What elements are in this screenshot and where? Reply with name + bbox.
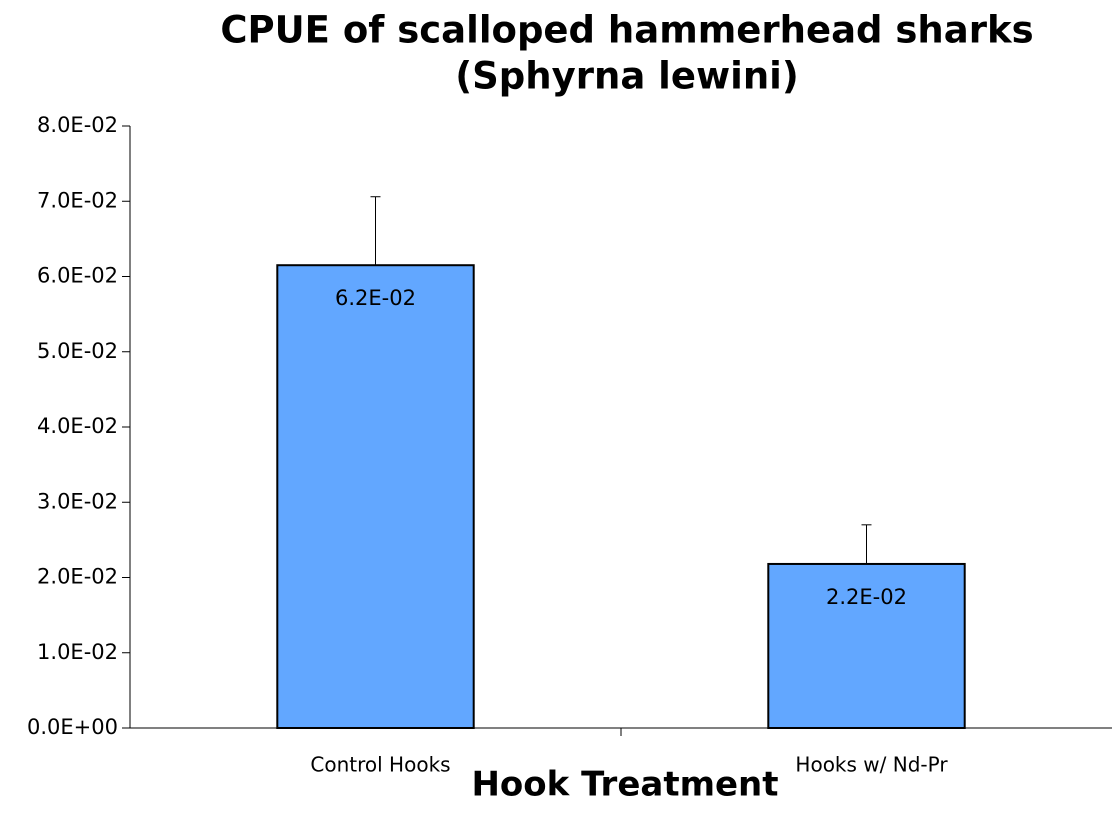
bar (276, 264, 475, 729)
y-tick-label: 1.0E-02 (37, 640, 118, 664)
chart-title: CPUE of scalloped hammerhead sharks (220, 9, 1033, 52)
chart-subtitle: (Sphyrna lewini) (455, 55, 799, 98)
y-tick-label: 8.0E-02 (37, 113, 118, 137)
y-tick-label: 0.0E+00 (27, 715, 118, 739)
y-tick-label: 5.0E-02 (37, 339, 118, 363)
x-tick-label: Control Hooks (310, 753, 450, 777)
y-tick-label: 6.0E-02 (37, 264, 118, 288)
x-tick-label: Hooks w/ Nd-Pr (795, 753, 948, 777)
bar (767, 562, 966, 730)
y-tick-label: 7.0E-02 (37, 188, 118, 212)
y-tick-label: 3.0E-02 (37, 489, 118, 513)
y-tick-label: 2.0E-02 (37, 565, 118, 589)
data-label: 6.2E-02 (335, 286, 416, 310)
x-axis-label: Hook Treatment (471, 765, 778, 805)
data-label: 2.2E-02 (826, 585, 907, 609)
y-tick-label: 4.0E-02 (37, 414, 118, 438)
